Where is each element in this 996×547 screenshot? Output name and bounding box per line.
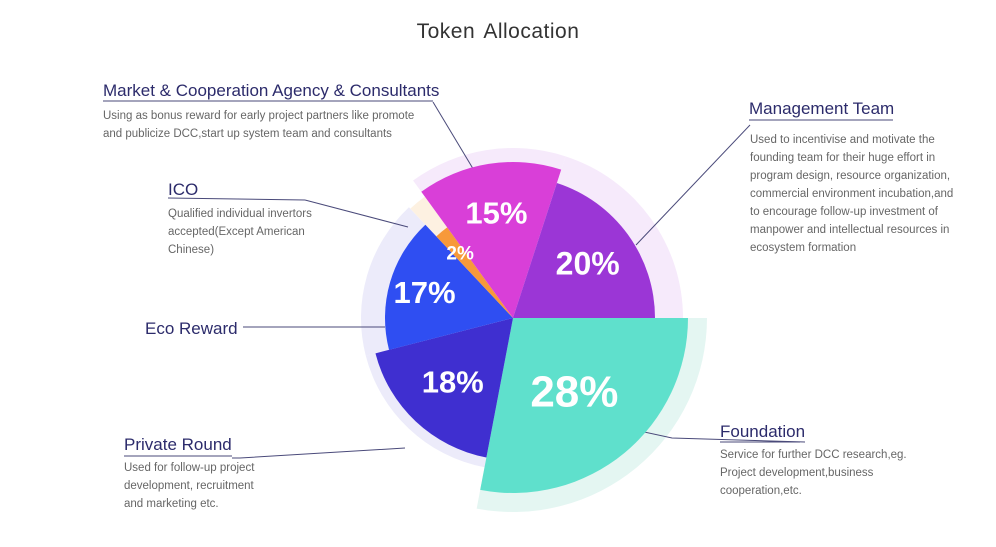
leader-line-management-team — [635, 124, 751, 246]
slice-foundation — [480, 318, 688, 493]
desc-line: Qualified individual invertors — [168, 208, 312, 220]
slice-private-round — [375, 318, 513, 458]
desc-line: development, recruitment — [124, 480, 254, 492]
desc-line: Chinese) — [168, 244, 215, 256]
slice-management-team — [513, 182, 655, 318]
desc-line: and marketing etc. — [124, 498, 219, 510]
desc-line: and publicize DCC,start up system team a… — [103, 128, 392, 140]
desc-line: program design, resource organization, — [750, 170, 951, 182]
slice-label-private-round: 18% — [422, 365, 484, 400]
leader-line-ico — [304, 199, 409, 228]
slice-label-market-cooperation-agency-consultants: 15% — [465, 196, 527, 231]
legend-management-title: Management Team — [749, 99, 895, 118]
desc-line: Using as bonus reward for early project … — [103, 110, 415, 122]
slice-label-foundation: 28% — [530, 368, 618, 417]
slice-ico — [436, 227, 513, 318]
desc-line: accepted(Except American — [168, 226, 305, 238]
leader-line-private-round — [232, 447, 406, 459]
legend-market-title: Market & Cooperation Agency & Consultant… — [103, 81, 440, 100]
desc-line: founding team for their huge effort in — [750, 152, 936, 164]
desc-line: commercial environment incubation,and — [750, 188, 954, 200]
legend-ico-desc: Qualified individual invertors accepted(… — [168, 205, 312, 259]
legend-ico-title: ICO — [168, 180, 199, 199]
legend-market-desc: Using as bonus reward for early project … — [103, 107, 414, 143]
desc-line: to encourage follow-up investment of — [750, 206, 938, 218]
legend-foundation-desc: Service for further DCC research,eg. Pro… — [720, 446, 907, 500]
slice-label-eco-reward: 17% — [393, 275, 455, 310]
legend-management-desc: Used to incentivise and motivate the fou… — [750, 131, 953, 257]
legend-foundation-title: Foundation — [720, 422, 806, 441]
slice-label-management-team: 20% — [556, 246, 620, 282]
desc-line: cooperation,etc. — [720, 485, 802, 497]
slice-market-cooperation-agency-consultants — [421, 162, 562, 318]
desc-line: Used to incentivise and motivate the — [750, 134, 935, 146]
legend-eco-reward-title: Eco Reward — [145, 319, 238, 338]
desc-line: ecosystem formation — [750, 242, 857, 254]
desc-line: manpower and intellectual resources in — [750, 224, 950, 236]
legend-private-round-title: Private Round — [124, 435, 232, 454]
legend-underline — [167, 197, 306, 201]
desc-line: Used for follow-up project — [124, 462, 255, 474]
desc-line: Project development,business — [720, 467, 874, 479]
desc-line: Service for further DCC research,eg. — [720, 449, 907, 461]
chart-title: Token Allocation — [416, 20, 580, 43]
slice-label-ico: 2% — [446, 244, 474, 265]
slice-eco-reward — [384, 224, 513, 350]
legend-private-round-desc: Used for follow-up project development, … — [124, 459, 254, 513]
